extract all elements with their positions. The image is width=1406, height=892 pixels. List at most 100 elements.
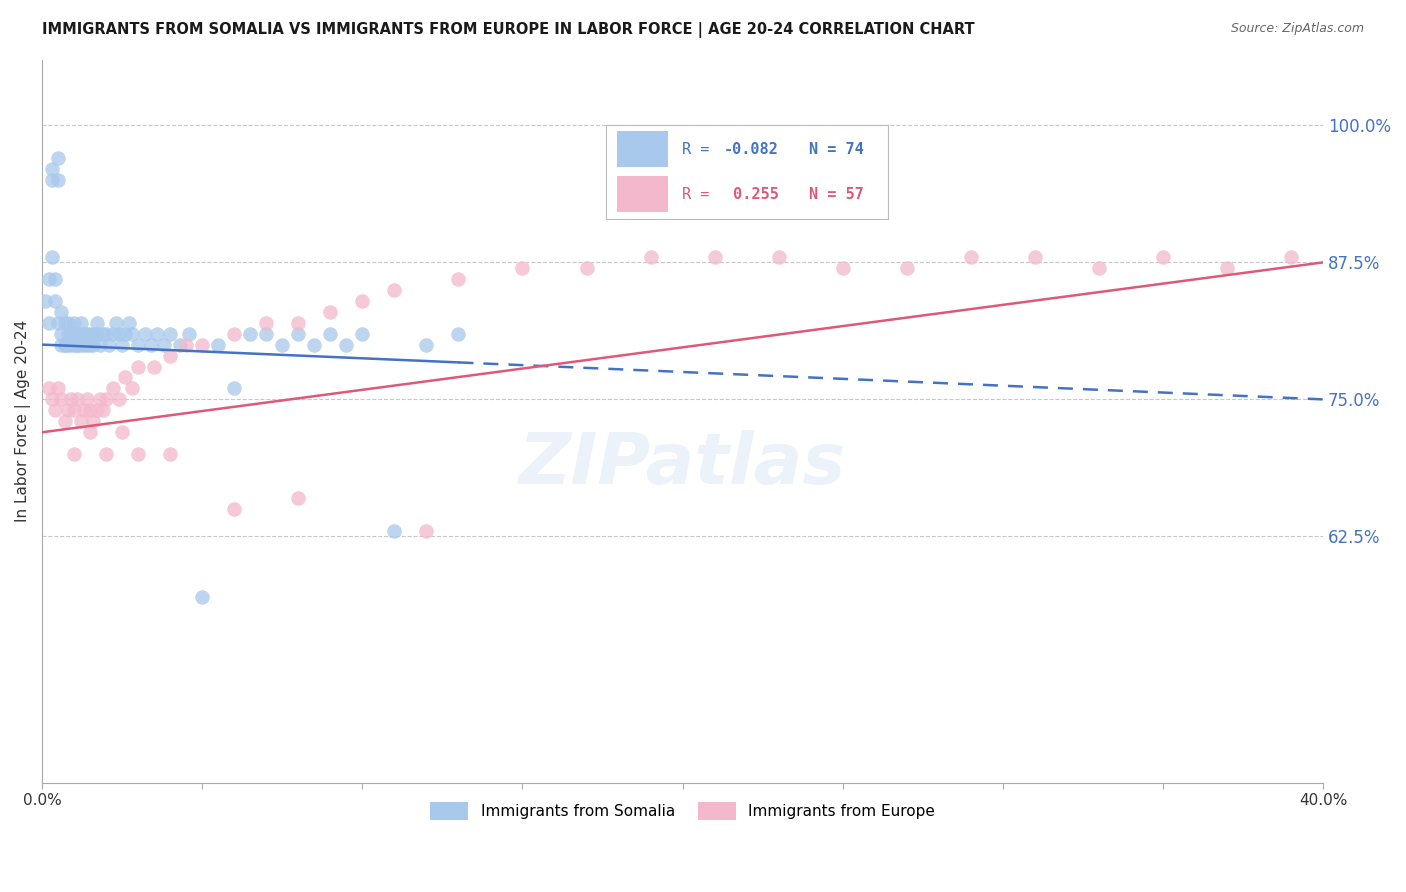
- Point: [108, 392, 131, 407]
- Point: [46, 151, 69, 165]
- Point: [56, 403, 79, 417]
- Point: [224, 326, 246, 341]
- Point: [46, 173, 69, 187]
- Point: [69, 316, 91, 330]
- Point: [59, 326, 82, 341]
- Point: [73, 326, 96, 341]
- Point: [86, 326, 108, 341]
- Point: [768, 250, 790, 264]
- Point: [191, 590, 214, 604]
- Text: IMMIGRANTS FROM SOMALIA VS IMMIGRANTS FROM EUROPE IN LABOR FORCE | AGE 20-24 COR: IMMIGRANTS FROM SOMALIA VS IMMIGRANTS FR…: [42, 22, 974, 38]
- Point: [41, 250, 63, 264]
- Point: [38, 381, 60, 395]
- Point: [159, 326, 181, 341]
- Point: [117, 316, 139, 330]
- Point: [41, 392, 63, 407]
- Point: [640, 250, 662, 264]
- Point: [79, 337, 101, 351]
- Point: [159, 349, 181, 363]
- Point: [38, 272, 60, 286]
- Point: [319, 326, 342, 341]
- Point: [63, 316, 86, 330]
- Point: [96, 447, 118, 461]
- Point: [53, 316, 76, 330]
- Point: [114, 370, 136, 384]
- Point: [63, 403, 86, 417]
- Point: [63, 447, 86, 461]
- Point: [44, 272, 66, 286]
- Point: [66, 326, 89, 341]
- Point: [89, 392, 111, 407]
- Point: [51, 337, 73, 351]
- Point: [127, 359, 149, 374]
- Point: [41, 173, 63, 187]
- Point: [121, 381, 143, 395]
- Point: [53, 414, 76, 428]
- Point: [239, 326, 262, 341]
- Point: [352, 293, 374, 308]
- Point: [69, 337, 91, 351]
- Point: [56, 337, 79, 351]
- Point: [53, 337, 76, 351]
- Point: [415, 524, 437, 538]
- Point: [73, 403, 96, 417]
- Point: [960, 250, 983, 264]
- Point: [111, 425, 134, 440]
- Point: [82, 414, 104, 428]
- Point: [447, 326, 470, 341]
- Legend: Immigrants from Somalia, Immigrants from Europe: Immigrants from Somalia, Immigrants from…: [425, 797, 941, 826]
- Point: [79, 403, 101, 417]
- Point: [703, 250, 725, 264]
- Point: [56, 326, 79, 341]
- Point: [304, 337, 326, 351]
- Point: [319, 304, 342, 318]
- Point: [76, 337, 98, 351]
- Point: [51, 304, 73, 318]
- Point: [287, 491, 309, 505]
- Point: [89, 337, 111, 351]
- Point: [34, 293, 56, 308]
- Point: [415, 337, 437, 351]
- Point: [121, 326, 143, 341]
- Point: [1088, 260, 1111, 275]
- Point: [69, 326, 91, 341]
- Point: [191, 337, 214, 351]
- Point: [82, 337, 104, 351]
- Point: [79, 326, 101, 341]
- Point: [254, 326, 277, 341]
- Point: [63, 326, 86, 341]
- Point: [108, 326, 131, 341]
- Point: [224, 502, 246, 516]
- Point: [896, 260, 918, 275]
- Point: [174, 337, 197, 351]
- Point: [76, 392, 98, 407]
- Point: [96, 392, 118, 407]
- Point: [287, 326, 309, 341]
- Point: [46, 316, 69, 330]
- Point: [287, 316, 309, 330]
- Text: Source: ZipAtlas.com: Source: ZipAtlas.com: [1230, 22, 1364, 36]
- Point: [59, 337, 82, 351]
- Point: [1279, 250, 1302, 264]
- Point: [86, 403, 108, 417]
- Point: [179, 326, 201, 341]
- Point: [76, 326, 98, 341]
- Point: [86, 316, 108, 330]
- Point: [169, 337, 191, 351]
- Point: [98, 337, 121, 351]
- Point: [66, 337, 89, 351]
- Point: [53, 337, 76, 351]
- Point: [41, 162, 63, 177]
- Point: [447, 272, 470, 286]
- Y-axis label: In Labor Force | Age 20-24: In Labor Force | Age 20-24: [15, 320, 31, 523]
- Point: [111, 337, 134, 351]
- Point: [153, 337, 176, 351]
- Point: [134, 326, 156, 341]
- Text: ZIPatlas: ZIPatlas: [519, 430, 846, 500]
- Point: [56, 316, 79, 330]
- Point: [1152, 250, 1174, 264]
- Point: [104, 316, 127, 330]
- Point: [44, 403, 66, 417]
- Point: [831, 260, 853, 275]
- Point: [82, 326, 104, 341]
